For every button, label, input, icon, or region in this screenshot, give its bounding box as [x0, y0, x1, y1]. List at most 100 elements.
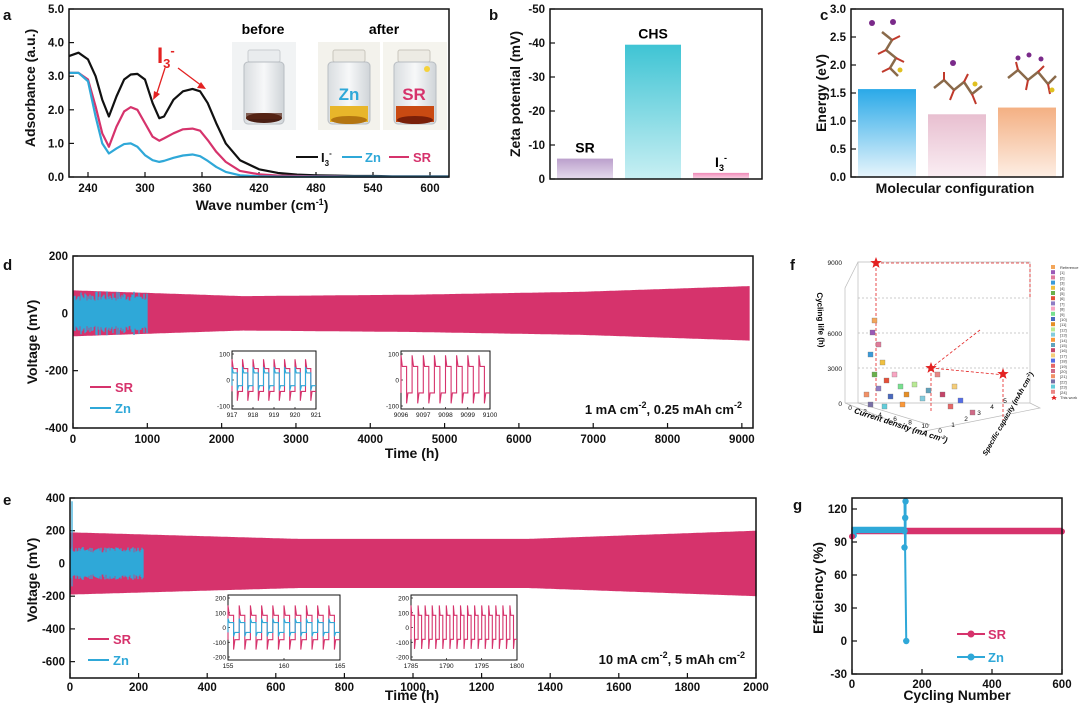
g-xtick-label: 200	[912, 679, 931, 691]
f-cube-21	[969, 409, 976, 416]
g-ytick-label: 90	[834, 537, 847, 549]
f-cube-8	[875, 385, 882, 392]
f-legend-swatch	[1051, 280, 1055, 285]
d-inset2-xtick-label: 9096	[394, 412, 409, 419]
f-legend-entry: [13]	[1060, 333, 1067, 338]
panel-f-legend: Reference[1][2][3][4][5][6][7][8][9][10]…	[1051, 265, 1079, 400]
c-bar-3	[998, 107, 1056, 177]
g-legend-zn: Zn	[988, 650, 1004, 665]
after-label: after	[369, 21, 400, 37]
e-inset2-trace-sr	[410, 605, 517, 649]
e-ytick-label: 400	[46, 493, 65, 505]
e-ytick-label: -400	[42, 624, 65, 636]
e-xtick-label: 0	[67, 682, 73, 694]
c-ytick-label: 0.0	[830, 172, 846, 184]
a-xtick-label: 540	[363, 183, 382, 195]
i3-arrowhead-1	[153, 91, 160, 100]
f-xtick-label: 4	[878, 412, 882, 419]
panel-b-bars: SR CHS I3-	[557, 26, 749, 180]
before-label: before	[242, 21, 285, 37]
f-legend-entry: [10]	[1060, 317, 1067, 322]
b-ytick-label: -20	[528, 106, 545, 118]
f-legend-swatch	[1051, 363, 1055, 368]
b-bar-sr	[557, 158, 613, 179]
f-cube-23	[867, 401, 874, 408]
b-ytick-label: 0	[539, 174, 545, 186]
e-band-sr	[70, 530, 757, 597]
f-legend-entry: This work	[1060, 395, 1077, 400]
d-xtick-label: 1000	[135, 434, 161, 446]
f-cube-11	[887, 393, 894, 400]
f-cube-25	[934, 371, 941, 378]
f-xtick-label: 2	[863, 409, 867, 416]
d-inset1-ytick-label: -100	[217, 404, 230, 411]
panel-e-frame	[69, 497, 757, 679]
f-legend-swatch	[1051, 301, 1055, 306]
f-legend-swatch	[1051, 270, 1055, 275]
f-legend-swatch	[1051, 332, 1055, 337]
panel-f-guides	[875, 262, 1031, 420]
panel-d-inset-2: 9096 9097 9098 9099 9100 -100 0 100	[386, 350, 498, 419]
f-cube-2	[869, 329, 876, 336]
e-inset2-ytick-label: 100	[398, 610, 409, 617]
panel-b-frame	[549, 8, 763, 180]
e-inset2-ytick-label: 0	[405, 625, 409, 632]
f-legend-entry: [23]	[1060, 385, 1067, 390]
panel-d-legend: SR Zn	[90, 380, 134, 416]
g-zn-point-5	[902, 498, 909, 505]
f-legend-swatch	[1051, 384, 1055, 389]
f-legend-swatch	[1051, 265, 1055, 269]
d-inset1-trace-zn	[231, 366, 316, 391]
f-legend-swatch	[1051, 389, 1055, 394]
f-cube-19	[957, 397, 964, 404]
f-legend-swatch	[1051, 327, 1055, 332]
d-inset2-ytick-label: -100	[386, 404, 399, 411]
molecule-2	[933, 60, 983, 105]
d-inset1-ytick-label: 0	[226, 378, 230, 385]
e-inset2-ytick-label: -200	[396, 655, 409, 662]
d-xtick-label: 6000	[506, 434, 532, 446]
f-cube-9	[891, 371, 898, 378]
f-legend-swatch	[1051, 311, 1055, 316]
b-bar-chs	[625, 44, 681, 180]
panel-d-inset-1: 917 918 919 920 921 -100 0 100	[217, 350, 322, 419]
e-inset1-trace-zn	[227, 618, 340, 637]
f-cube-10	[897, 383, 904, 390]
c-ytick-label: 2.5	[830, 32, 847, 44]
f-legend-swatch	[1051, 275, 1055, 280]
i3-arrow-1	[155, 67, 166, 97]
e-legend-sr: SR	[113, 632, 132, 647]
d-inset1-ytick-label: 100	[219, 352, 230, 359]
e-ytick-label: 200	[46, 526, 65, 538]
f-cube-6	[871, 371, 878, 378]
f-legend-entry: [14]	[1060, 338, 1067, 343]
a-ytick-label: 3.0	[48, 71, 64, 83]
d-inset2-xtick-label: 9098	[438, 412, 453, 419]
g-ytick-label: -30	[830, 669, 847, 681]
panel-e-label: e	[3, 492, 11, 509]
panel-e-data	[70, 501, 757, 597]
f-legend-entry: [16]	[1060, 348, 1067, 353]
a-xtick-label: 600	[420, 183, 439, 195]
panel-c: c Energy (eV) Molecular configuration 0.…	[813, 4, 1064, 196]
a-xtick-label: 360	[192, 183, 211, 195]
f-legend-star	[1051, 395, 1057, 400]
f-star-this-work-2	[925, 362, 937, 373]
vial-zn: Zn	[318, 42, 380, 130]
molecule-1	[869, 19, 905, 77]
panel-g-legend: SR Zn	[957, 627, 1007, 665]
d-inset1-xtick-label: 917	[227, 412, 238, 419]
f-legend-swatch	[1051, 317, 1055, 321]
vial-sr: SR	[383, 42, 447, 130]
panel-e-ticks: 0 200 400 600 800 1000 1200 1400 1600 1800 2000-60…	[42, 493, 769, 694]
e-xtick-label: 400	[198, 682, 217, 694]
g-legend-sr-marker	[967, 630, 975, 638]
e-xtick-label: 1200	[469, 682, 495, 694]
panel-b-label: b	[489, 7, 498, 24]
f-legend-swatch	[1051, 337, 1055, 342]
d-inset2-xtick-label: 9097	[416, 412, 431, 419]
b-ytick-label: -50	[528, 4, 545, 16]
c-ytick-label: 1.5	[830, 88, 847, 100]
panel-f-xlabel: Current density (mA cm-2)	[853, 406, 949, 445]
